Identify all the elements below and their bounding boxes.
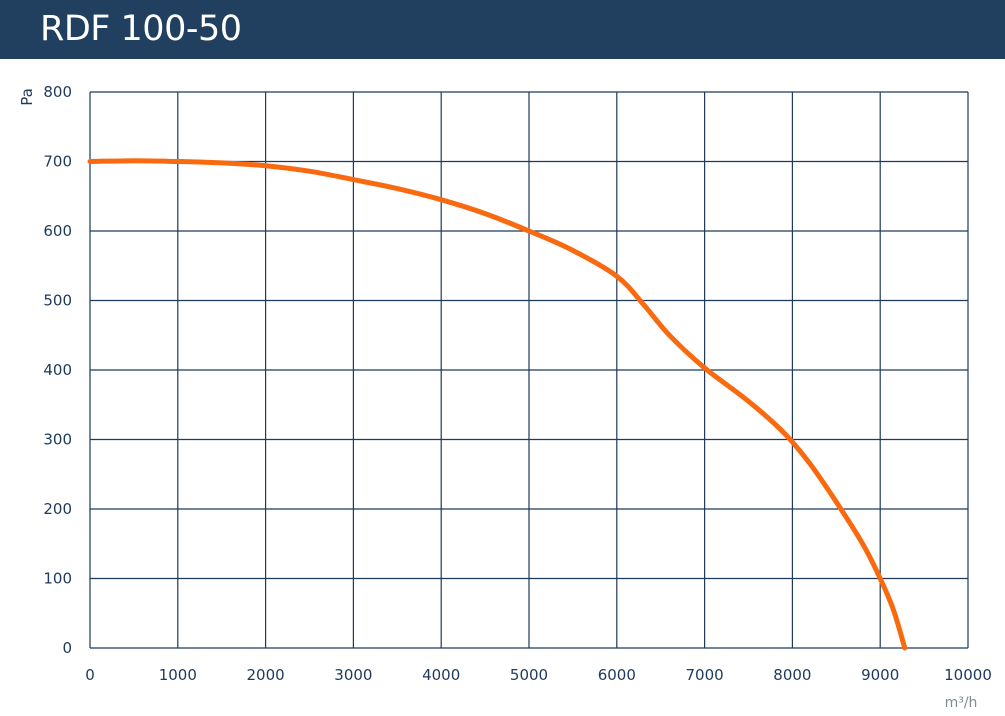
series <box>87 158 908 651</box>
y-tick-label: 500 <box>43 292 72 310</box>
y-tick-label: 600 <box>43 222 72 240</box>
y-axis-label: Pa <box>18 88 36 106</box>
y-tick-label: 400 <box>43 361 72 379</box>
x-tick-label: 7000 <box>686 666 724 684</box>
y-tick-label: 0 <box>62 639 72 657</box>
x-tick-label: 1000 <box>159 666 197 684</box>
header-bar: RDF 100-50 <box>0 0 1005 59</box>
y-tick-label: 100 <box>43 570 72 588</box>
y-axis-ticks: 0 100 200 300 400 500 600 700 800 <box>43 83 72 657</box>
y-tick-label: 300 <box>43 431 72 449</box>
x-axis-label: m³/h <box>945 695 978 711</box>
y-tick-label: 700 <box>43 153 72 171</box>
x-tick-label: 4000 <box>422 666 460 684</box>
x-tick-label: 2000 <box>247 666 285 684</box>
chart-title: RDF 100-50 <box>40 9 242 49</box>
x-tick-label: 10000 <box>944 666 992 684</box>
x-tick-label: 8000 <box>773 666 811 684</box>
x-tick-label: 0 <box>85 666 95 684</box>
x-tick-label: 6000 <box>598 666 636 684</box>
series-line <box>87 158 908 651</box>
x-axis-ticks: 0 1000 2000 3000 4000 5000 6000 7000 8000 9000 100… <box>85 666 992 684</box>
x-tick-label: 9000 <box>861 666 899 684</box>
x-tick-label: 3000 <box>334 666 372 684</box>
y-tick-label: 800 <box>43 83 72 101</box>
grid <box>89 91 969 649</box>
x-tick-label: 5000 <box>510 666 548 684</box>
y-tick-label: 200 <box>43 500 72 518</box>
